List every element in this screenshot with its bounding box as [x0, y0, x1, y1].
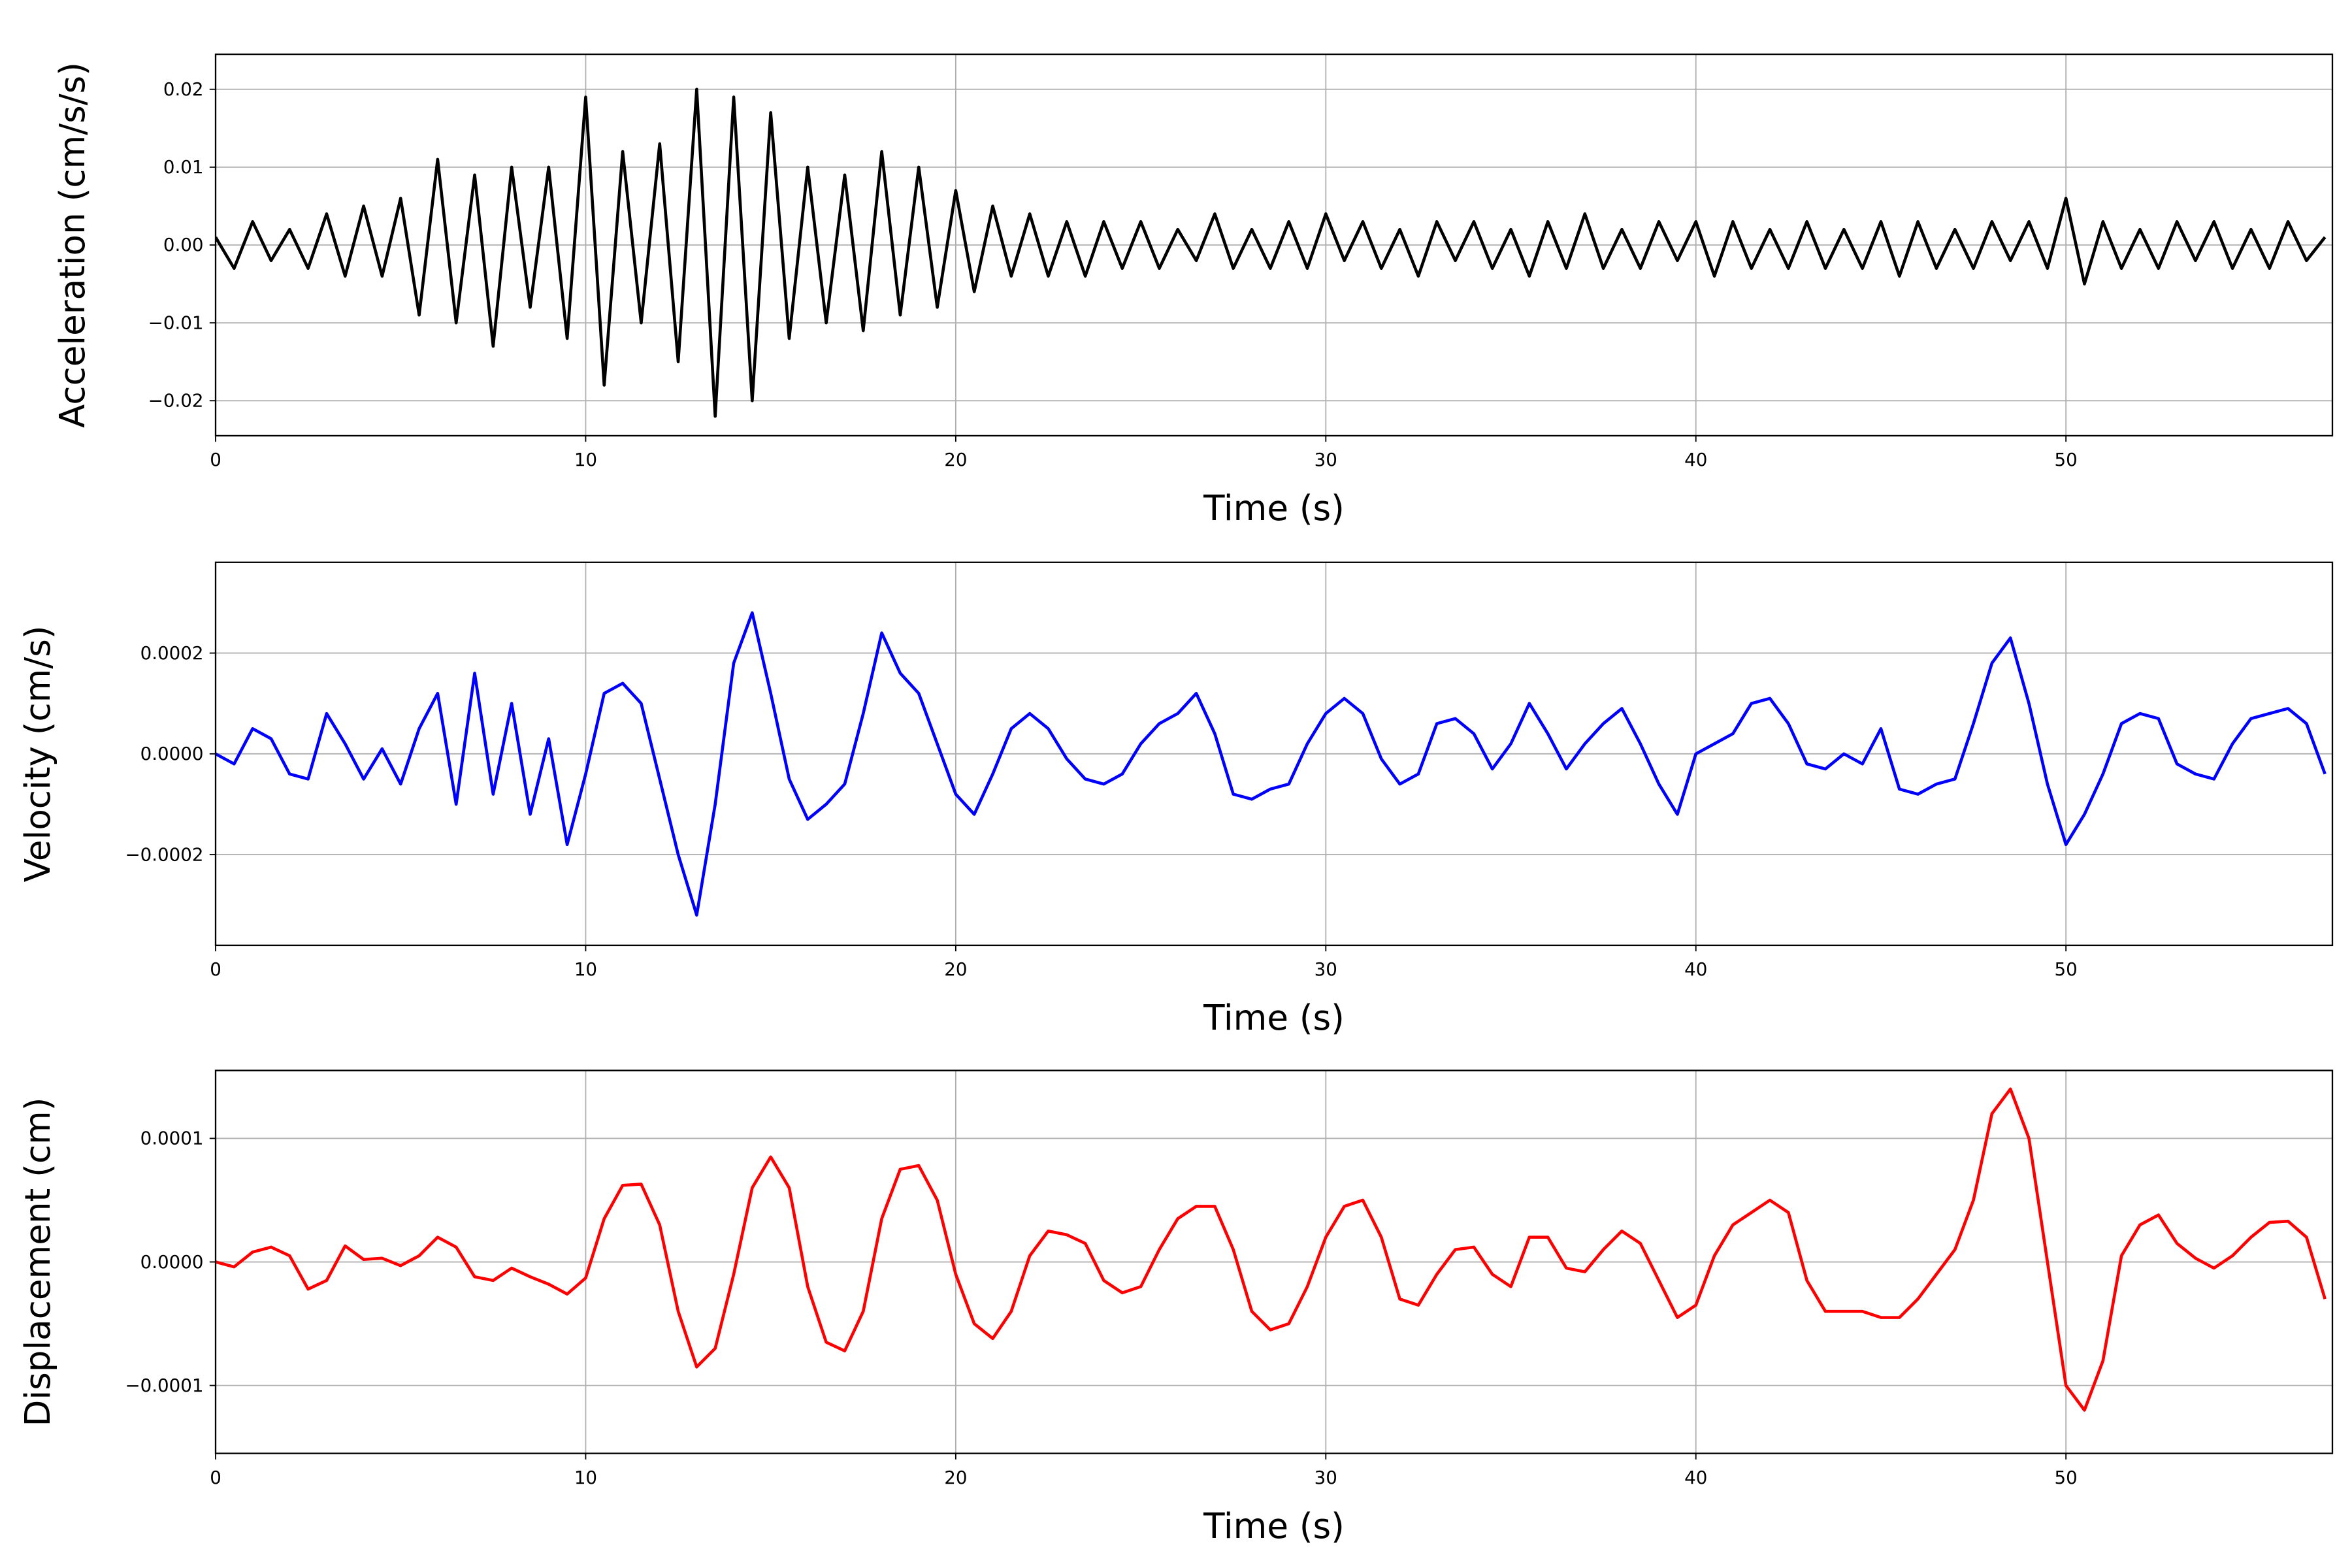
subplot: 0 10 20 30 40 50 −0.0001 0.0000 0.0001 Time (s) Di… — [18, 1070, 2334, 1546]
x-tick-label: 40 — [1684, 449, 1707, 470]
y-axis-label: Acceleration (cm/s/s) — [52, 62, 93, 428]
x-tick-label: 40 — [1684, 958, 1707, 980]
x-tick-label: 50 — [2055, 449, 2078, 470]
y-tick-label: 0.0000 — [140, 1251, 204, 1273]
x-tick-label: 10 — [574, 1467, 597, 1488]
x-tick-label: 50 — [2055, 958, 2078, 980]
x-tick-label: 40 — [1684, 1467, 1707, 1488]
x-tick-label: 30 — [1315, 1467, 1337, 1488]
data-line — [215, 88, 2327, 418]
axes-frame — [214, 561, 2334, 947]
y-tick-label: −0.0002 — [125, 843, 203, 865]
x-tick-label: 30 — [1315, 958, 1337, 980]
y-tick-label: 0.01 — [163, 156, 204, 178]
x-tick-label: 50 — [2055, 1467, 2078, 1488]
y-tick-label: 0.0001 — [140, 1128, 204, 1149]
x-tick-label: 0 — [210, 449, 221, 470]
x-tick-label: 10 — [574, 449, 597, 470]
axes-frame — [214, 1070, 2334, 1454]
x-tick-label: 30 — [1315, 449, 1337, 470]
x-tick-label: 20 — [944, 958, 967, 980]
y-tick-label: 0.0000 — [140, 743, 204, 764]
y-axis-label: Displacement (cm) — [18, 1098, 58, 1427]
y-tick-label: −0.01 — [148, 312, 204, 333]
x-axis-label: Time (s) — [1203, 998, 1345, 1038]
x-tick-label: 20 — [944, 449, 967, 470]
axes-frame — [214, 53, 2334, 437]
x-axis-label: Time (s) — [1203, 488, 1345, 529]
x-tick-label: 0 — [210, 958, 221, 980]
y-tick-label: 0.0002 — [140, 642, 204, 664]
subplot: 0 10 20 30 40 50 −0.0002 0.0000 0.0002 Time (s) Ve… — [18, 561, 2334, 1038]
y-axis-label: Velocity (cm/s) — [18, 625, 58, 882]
y-tick-label: 0.00 — [163, 234, 204, 255]
y-tick-label: −0.02 — [148, 390, 204, 412]
x-tick-label: 0 — [210, 1467, 221, 1488]
subplot: 0 10 20 30 40 50 −0.02 −0.01 0.00 0.01 0.02 Time (s… — [52, 53, 2334, 529]
x-tick-label: 20 — [944, 1467, 967, 1488]
x-tick-label: 10 — [574, 958, 597, 980]
x-axis-label: Time (s) — [1203, 1506, 1345, 1546]
data-line — [215, 611, 2327, 917]
y-tick-label: 0.02 — [163, 78, 204, 100]
data-line — [215, 1087, 2327, 1412]
y-tick-label: −0.0001 — [125, 1375, 203, 1396]
